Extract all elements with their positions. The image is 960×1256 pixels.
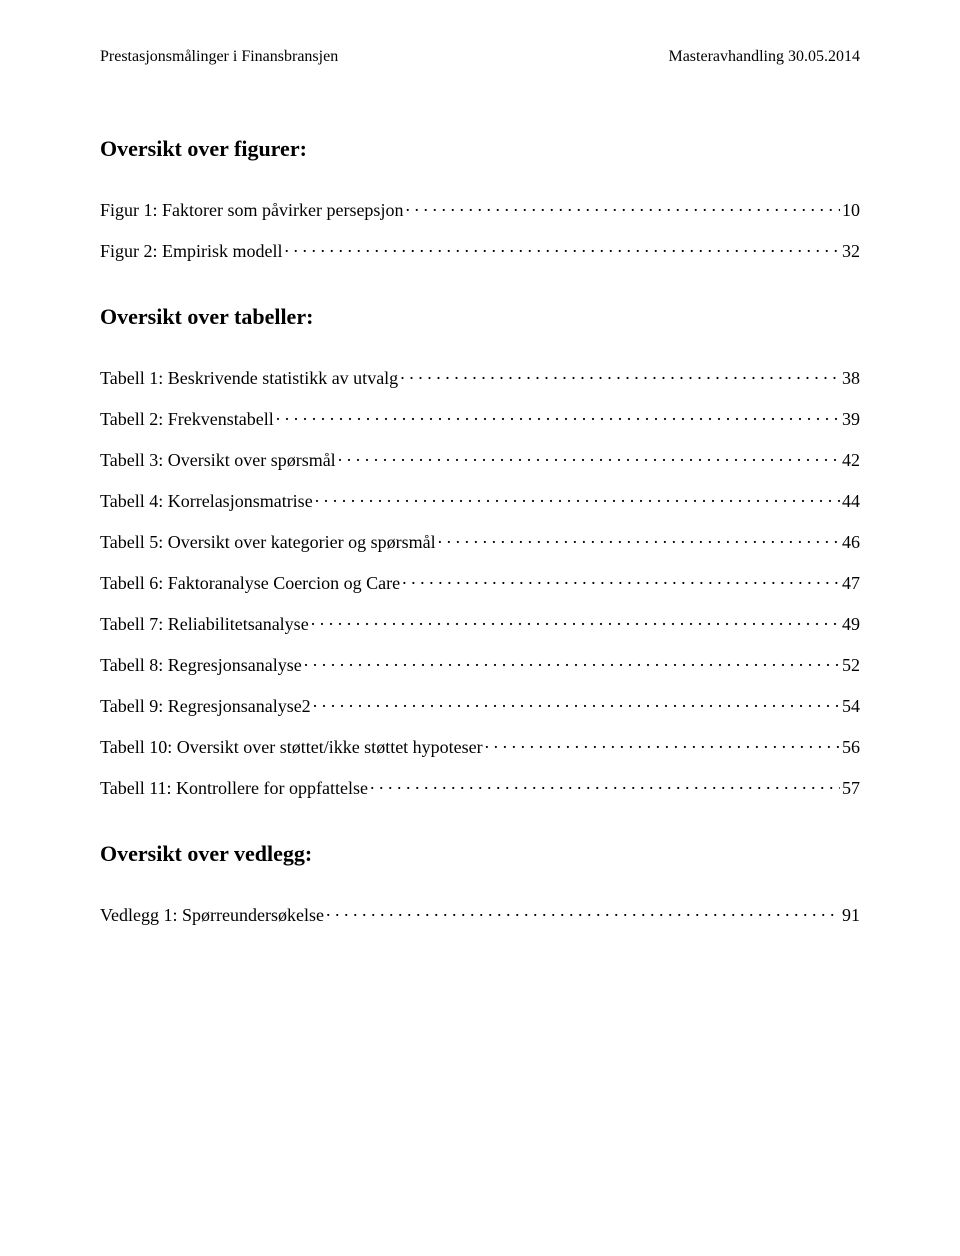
toc-entry: Tabell 8: Regresjonsanalyse 52	[100, 653, 860, 676]
toc-label: Tabell 6: Faktoranalyse Coercion og Care	[100, 573, 400, 594]
toc-page: 56	[842, 737, 860, 758]
toc-leader	[400, 366, 840, 384]
toc-leader	[304, 653, 840, 671]
toc-leader	[370, 776, 840, 794]
toc-page: 49	[842, 614, 860, 635]
toc-label: Figur 2: Empirisk modell	[100, 241, 283, 262]
toc-page: 44	[842, 491, 860, 512]
toc-entry: Tabell 6: Faktoranalyse Coercion og Care…	[100, 571, 860, 594]
toc-leader	[326, 903, 840, 921]
toc-page: 52	[842, 655, 860, 676]
toc-label: Tabell 11: Kontrollere for oppfattelse	[100, 778, 368, 799]
header-right: Masteravhandling 30.05.2014	[668, 48, 860, 66]
toc-leader	[276, 407, 840, 425]
toc-leader	[485, 735, 840, 753]
toc-page: 46	[842, 532, 860, 553]
toc-entry: Figur 2: Empirisk modell 32	[100, 239, 860, 262]
toc-entry: Tabell 11: Kontrollere for oppfattelse 5…	[100, 776, 860, 799]
toc-leader	[285, 239, 841, 257]
toc-entry: Tabell 2: Frekvenstabell 39	[100, 407, 860, 430]
toc-label: Tabell 10: Oversikt over støttet/ikke st…	[100, 737, 483, 758]
toc-leader	[402, 571, 840, 589]
toc-page: 32	[842, 241, 860, 262]
toc-page: 91	[842, 905, 860, 926]
toc-entry: Tabell 10: Oversikt over støttet/ikke st…	[100, 735, 860, 758]
toc-entry: Tabell 3: Oversikt over spørsmål 42	[100, 448, 860, 471]
header-left: Prestasjonsmålinger i Finansbransjen	[100, 48, 338, 66]
toc-entry: Figur 1: Faktorer som påvirker persepsjo…	[100, 198, 860, 221]
toc-entry: Tabell 4: Korrelasjonsmatrise 44	[100, 489, 860, 512]
attachments-heading: Oversikt over vedlegg:	[100, 841, 860, 867]
toc-page: 47	[842, 573, 860, 594]
toc-entry: Tabell 9: Regresjonsanalyse2 54	[100, 694, 860, 717]
toc-label: Tabell 9: Regresjonsanalyse2	[100, 696, 311, 717]
tables-heading: Oversikt over tabeller:	[100, 304, 860, 330]
toc-page: 42	[842, 450, 860, 471]
toc-page: 10	[842, 200, 860, 221]
toc-leader	[313, 694, 840, 712]
toc-entry: Vedlegg 1: Spørreundersøkelse 91	[100, 903, 860, 926]
toc-label: Tabell 4: Korrelasjonsmatrise	[100, 491, 313, 512]
page-header: Prestasjonsmålinger i Finansbransjen Mas…	[100, 48, 860, 66]
toc-leader	[338, 448, 840, 466]
toc-entry: Tabell 5: Oversikt over kategorier og sp…	[100, 530, 860, 553]
toc-label: Figur 1: Faktorer som påvirker persepsjo…	[100, 200, 403, 221]
toc-label: Tabell 5: Oversikt over kategorier og sp…	[100, 532, 436, 553]
toc-page: 57	[842, 778, 860, 799]
toc-label: Tabell 8: Regresjonsanalyse	[100, 655, 302, 676]
toc-label: Tabell 1: Beskrivende statistikk av utva…	[100, 368, 398, 389]
toc-label: Tabell 2: Frekvenstabell	[100, 409, 274, 430]
toc-leader	[315, 489, 840, 507]
toc-page: 39	[842, 409, 860, 430]
toc-page: 38	[842, 368, 860, 389]
toc-entry: Tabell 7: Reliabilitetsanalyse 49	[100, 612, 860, 635]
toc-leader	[438, 530, 840, 548]
toc-page: 54	[842, 696, 860, 717]
figures-heading: Oversikt over figurer:	[100, 136, 860, 162]
toc-leader	[311, 612, 840, 630]
toc-label: Tabell 3: Oversikt over spørsmål	[100, 450, 336, 471]
toc-label: Tabell 7: Reliabilitetsanalyse	[100, 614, 309, 635]
toc-leader	[405, 198, 840, 216]
toc-label: Vedlegg 1: Spørreundersøkelse	[100, 905, 324, 926]
toc-entry: Tabell 1: Beskrivende statistikk av utva…	[100, 366, 860, 389]
